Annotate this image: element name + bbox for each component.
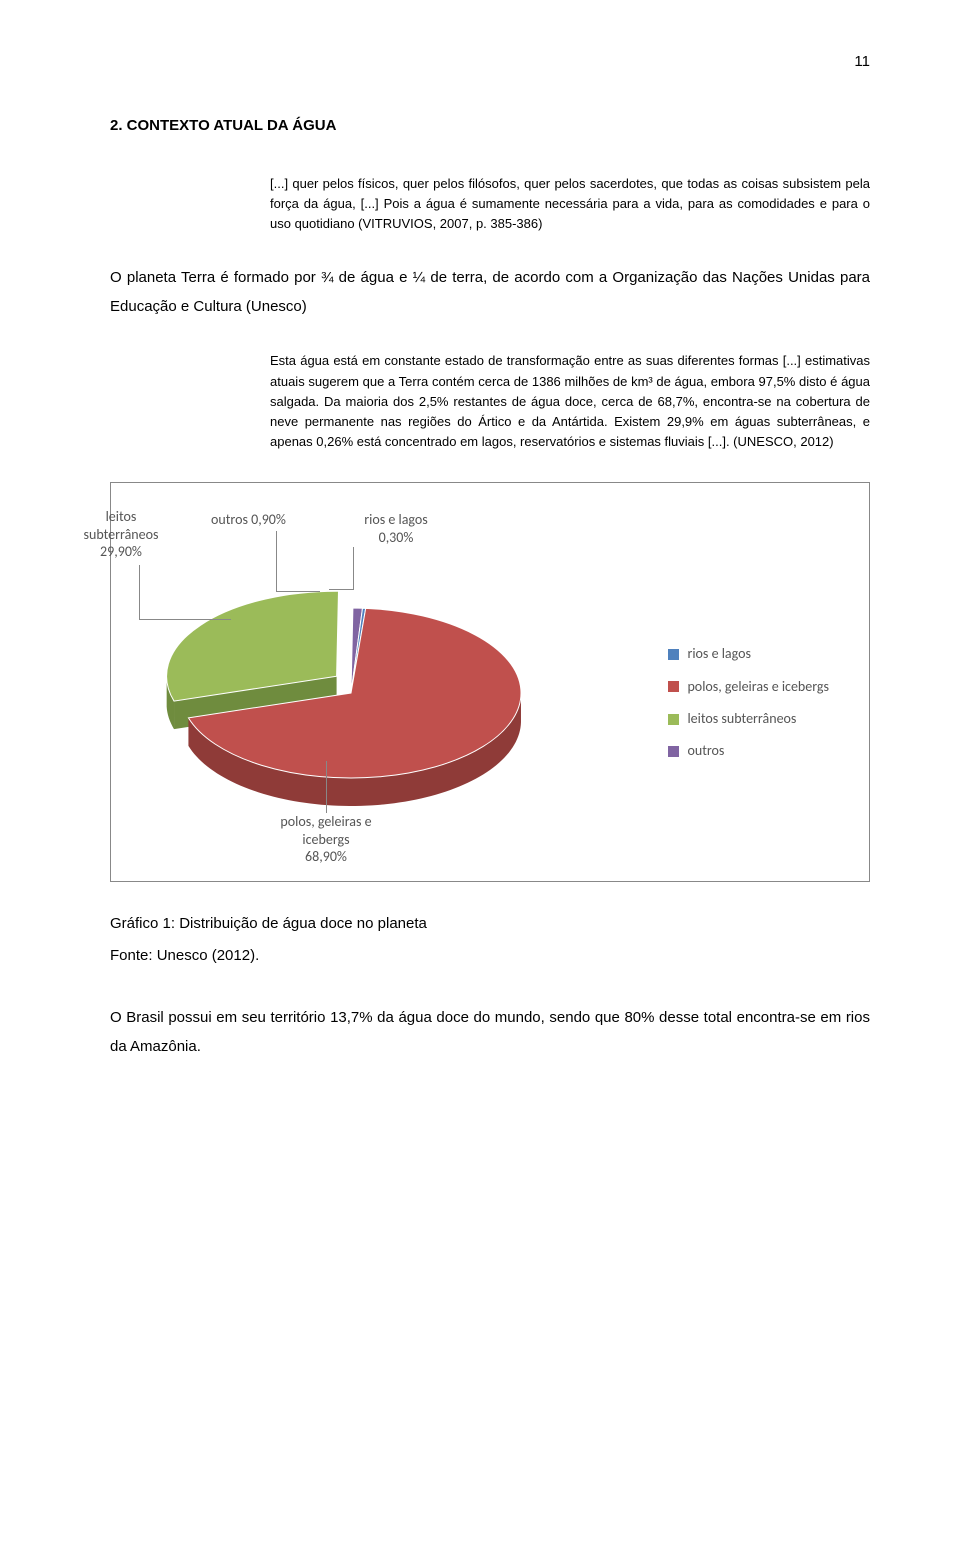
callout-leitos: leitos subterrâneos 29,90% <box>51 508 191 561</box>
callout-rios-l2: 0,30% <box>346 529 446 547</box>
legend-swatch <box>668 649 679 660</box>
chart-caption: Gráfico 1: Distribuição de água doce no … <box>110 912 870 936</box>
legend-item: rios e lagos <box>668 643 829 665</box>
chart-source: Fonte: Unesco (2012). <box>110 944 870 968</box>
callout-line <box>139 565 140 619</box>
callout-rios-l1: rios e lagos <box>346 511 446 529</box>
pie-chart-container: leitos subterrâneos 29,90% outros 0,90% … <box>110 482 870 882</box>
pie-svg <box>161 553 581 853</box>
legend-swatch <box>668 746 679 757</box>
callout-polos-l3: 68,90% <box>251 848 401 866</box>
callout-polos-l1: polos, geleiras e <box>251 813 401 831</box>
quote-unesco: Esta água está em constante estado de tr… <box>270 351 870 452</box>
legend-swatch <box>668 681 679 692</box>
callout-outros: outros 0,90% <box>211 511 286 529</box>
page-number: 11 <box>110 50 870 74</box>
pie-chart: leitos subterrâneos 29,90% outros 0,90% … <box>121 503 859 871</box>
callout-line <box>139 619 231 620</box>
legend-item: polos, geleiras e icebergs <box>668 676 829 698</box>
callout-polos-l2: icebergs <box>251 831 401 849</box>
legend-label: polos, geleiras e icebergs <box>687 676 829 698</box>
legend: rios e lagos polos, geleiras e icebergs … <box>668 643 829 773</box>
callout-leitos-l1: leitos <box>51 508 191 526</box>
callout-leitos-l2: subterrâneos <box>51 526 191 544</box>
section-title: 2. CONTEXTO ATUAL DA ÁGUA <box>110 114 870 138</box>
callout-line <box>353 547 354 589</box>
callout-line <box>326 761 327 813</box>
paragraph-intro: O planeta Terra é formado por ¾ de água … <box>110 264 870 321</box>
callout-line <box>276 591 320 592</box>
legend-label: rios e lagos <box>687 643 751 665</box>
quote-vitruvios: [...] quer pelos físicos, quer pelos fil… <box>270 174 870 234</box>
callout-leitos-l3: 29,90% <box>51 543 191 561</box>
callout-line <box>276 531 277 591</box>
legend-label: leitos subterrâneos <box>687 708 796 730</box>
callout-polos: polos, geleiras e icebergs 68,90% <box>251 813 401 866</box>
legend-item: leitos subterrâneos <box>668 708 829 730</box>
paragraph-brasil: O Brasil possui em seu território 13,7% … <box>110 1004 870 1061</box>
callout-line <box>329 589 354 590</box>
legend-label: outros <box>687 740 724 762</box>
legend-item: outros <box>668 740 829 762</box>
callout-rios: rios e lagos 0,30% <box>346 511 446 546</box>
legend-swatch <box>668 714 679 725</box>
